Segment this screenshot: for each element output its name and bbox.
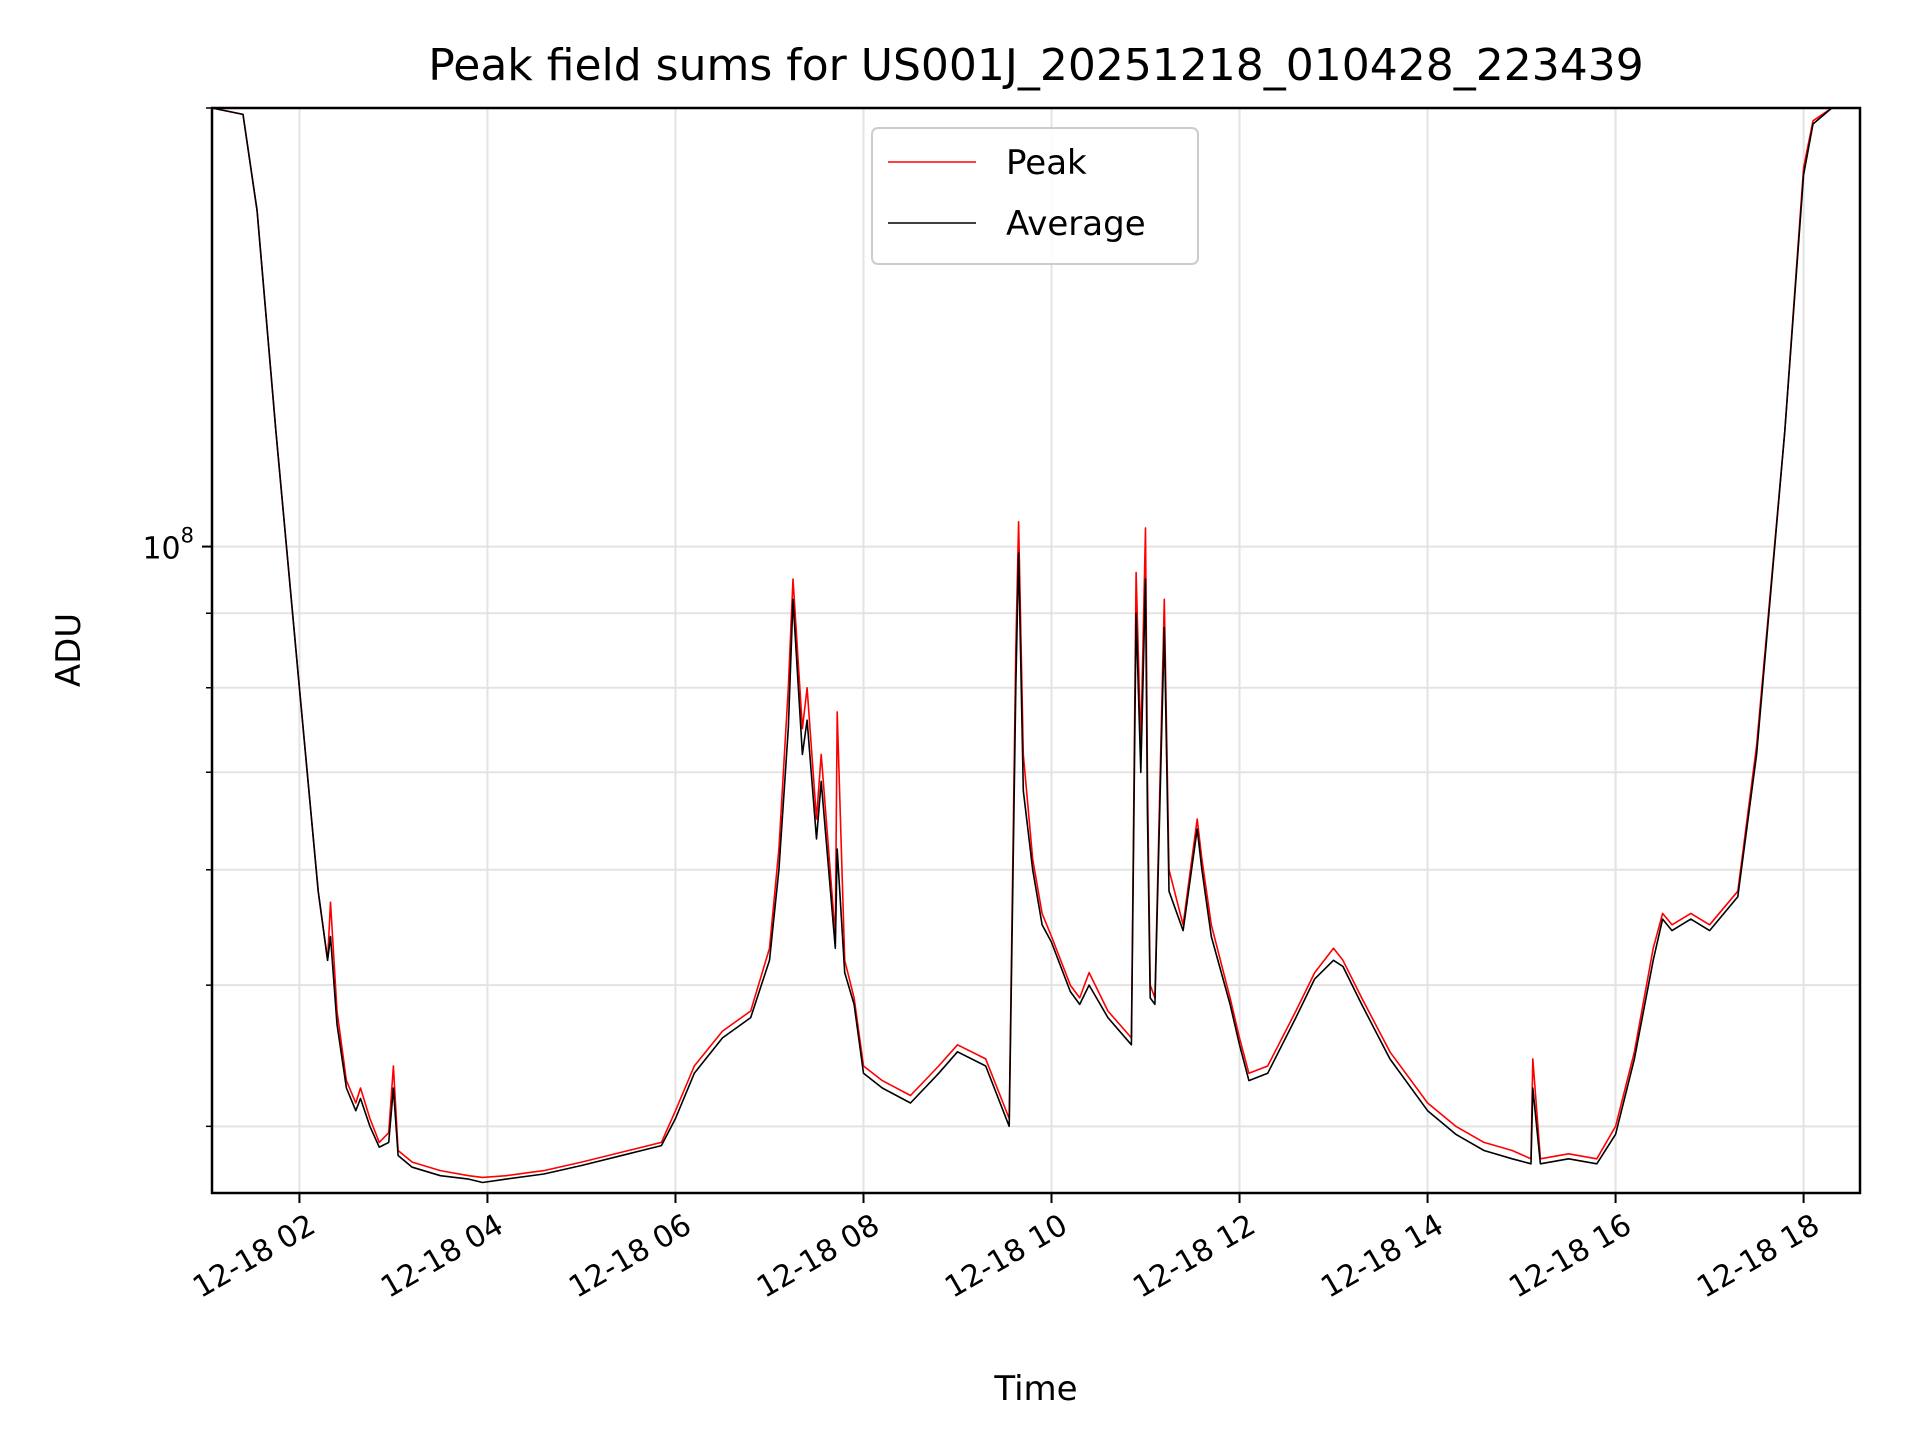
chart-title: Peak field sums for US001J_20251218_0104… bbox=[428, 40, 1643, 91]
y-tick-label: 108 bbox=[142, 524, 194, 567]
x-axis-label: Time bbox=[993, 1369, 1077, 1409]
legend: Peak Average bbox=[871, 127, 1199, 265]
grid bbox=[212, 107, 1860, 1193]
legend-label-average: Average bbox=[1006, 204, 1146, 244]
series-line-average bbox=[211, 107, 1860, 1184]
plot-lines bbox=[211, 107, 1860, 1184]
y-tick-label-base: 10 bbox=[142, 532, 180, 567]
plot-frame bbox=[210, 106, 1862, 1195]
legend-label-peak: Peak bbox=[1006, 143, 1087, 183]
y-axis-label: ADU bbox=[49, 613, 89, 687]
y-tick-label-exponent: 8 bbox=[181, 524, 194, 548]
